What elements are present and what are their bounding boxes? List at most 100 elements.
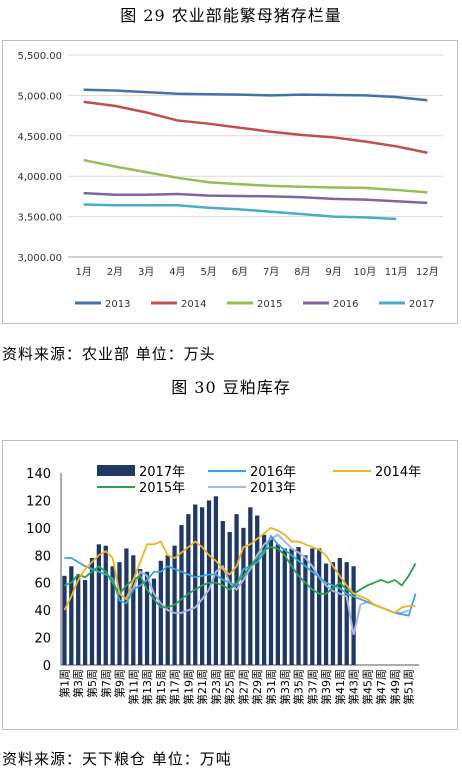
bar-2017-week-36 xyxy=(303,555,308,665)
sow-inventory-svg: 3,000.00 3,500.00 4,000.00 4,500.00 5,000.00… xyxy=(17,51,443,310)
x-tick-label: 6月 xyxy=(232,266,248,278)
figure-30-source: 资料来源：天下粮仓 单位：万吨 xyxy=(2,750,232,768)
bar-2017-week-33 xyxy=(282,548,287,665)
series-line-2016年 xyxy=(64,534,417,617)
x-tick-label: 第3周 xyxy=(71,669,85,698)
x-tick-label: 第43周 xyxy=(347,669,361,705)
figure-30-title: 图 30 豆粕库存 xyxy=(171,378,291,397)
y-tick-label: 3,500.00 xyxy=(17,213,62,224)
soymeal-inventory-chart: 0 20 40 60 80 100 120 140 第1周 第3周 第5周 第7周 第9周 第11周 第13… xyxy=(2,440,458,730)
bar-2017-week-5 xyxy=(89,558,95,665)
y-tick-label: 60 xyxy=(34,577,51,592)
series-line-2015 xyxy=(83,158,428,194)
bar-2017-week-34 xyxy=(289,548,294,665)
legend-label: 2017年 xyxy=(139,465,185,480)
bar-2017-week-3 xyxy=(76,574,81,665)
legend-label: 2015 xyxy=(257,299,282,310)
y-tick-label: 5,000.00 xyxy=(17,91,62,102)
legend-label: 2014 xyxy=(181,299,206,310)
x-tick-label: 第7周 xyxy=(99,669,113,698)
bar-2017-week-19 xyxy=(186,514,191,665)
y-tick-label: 40 xyxy=(34,604,51,619)
soymeal-inventory-svg: 0 20 40 60 80 100 120 140 第1周 第3周 第5周 第7周 第9周 第11周 第13… xyxy=(26,465,421,705)
bar-2017-week-42 xyxy=(344,562,349,665)
x-tick-label: 5月 xyxy=(200,266,216,278)
bar-2017-week-13 xyxy=(144,571,150,665)
bar-2017-week-1 xyxy=(62,575,67,665)
bar-2017-week-18 xyxy=(179,525,184,665)
bar-2017-week-8 xyxy=(110,566,115,665)
x-tick-label: 第5周 xyxy=(85,669,99,698)
bar-2017-week-12 xyxy=(138,569,143,665)
bar-2017-week-2 xyxy=(69,566,74,665)
x-tick-label: 第31周 xyxy=(264,669,278,705)
x-tick-label: 第17周 xyxy=(168,669,182,705)
bar-2017-week-6 xyxy=(96,544,101,665)
x-tick-label: 第29周 xyxy=(250,669,264,705)
x-tick-label: 第37周 xyxy=(305,669,319,705)
bar-2017-week-20 xyxy=(193,504,198,665)
series-line-2017 xyxy=(83,203,397,221)
y-tick-label: 3,000.00 xyxy=(17,253,62,264)
bar-2017-week-7 xyxy=(103,545,108,665)
x-tick-label: 7月 xyxy=(263,266,279,278)
x-tick-label: 第51周 xyxy=(402,669,416,705)
x-tick-label: 第45周 xyxy=(360,669,374,705)
x-tick-label: 第21周 xyxy=(195,669,209,705)
legend-label: 2017 xyxy=(409,299,434,310)
bar-2017-week-32 xyxy=(275,544,280,665)
bar-2017-week-37 xyxy=(310,548,315,665)
x-tick-label: 第15周 xyxy=(154,669,168,705)
bar-2017-week-31 xyxy=(268,538,274,665)
bar-2017-week-38 xyxy=(317,548,322,665)
series-line-2016 xyxy=(83,191,428,205)
sow-inventory-chart: 3,000.00 3,500.00 4,000.00 4,500.00 5,000.00… xyxy=(2,40,458,324)
x-tick-label: 第23周 xyxy=(209,669,223,705)
bar-2017-week-15 xyxy=(158,560,163,665)
x-tick-label: 第39周 xyxy=(319,669,333,705)
bar-2017-week-41 xyxy=(337,558,342,665)
series-line-2014 xyxy=(83,100,428,154)
x-tick-label: 第35周 xyxy=(292,669,306,705)
bar-2017-week-27 xyxy=(241,527,246,665)
bar-2017-week-9 xyxy=(117,562,122,665)
y-tick-label: 4,000.00 xyxy=(17,172,62,183)
x-tick-label: 12月 xyxy=(416,266,439,278)
bar-2017-week-39 xyxy=(323,563,329,665)
bar-2017-week-23 xyxy=(213,496,219,665)
x-tick-label: 2月 xyxy=(107,266,123,278)
y-tick-label: 20 xyxy=(34,632,51,647)
x-tick-label: 第49周 xyxy=(388,669,402,705)
bar-2017-week-30 xyxy=(261,534,267,665)
figure-29-source: 资料来源：农业部 单位：万头 xyxy=(2,345,216,363)
x-tick-label: 4月 xyxy=(169,266,185,278)
x-tick-label: 第25周 xyxy=(223,669,237,705)
bar-2017-week-25 xyxy=(227,531,232,665)
y-tick-label: 100 xyxy=(26,522,51,537)
bar-2017-week-35 xyxy=(296,547,301,665)
x-tick-label: 1月 xyxy=(75,266,91,278)
bar-2017-week-29 xyxy=(255,515,260,665)
bar-2017-week-11 xyxy=(131,555,136,665)
y-tick-label: 80 xyxy=(34,549,51,564)
x-tick-label: 8月 xyxy=(294,266,310,278)
x-tick-label: 11月 xyxy=(385,266,408,278)
y-tick-label: 0 xyxy=(43,659,51,674)
x-tick-label: 第47周 xyxy=(374,669,388,705)
x-tick-label: 第13周 xyxy=(140,669,154,705)
bar-2017-week-28 xyxy=(248,507,253,665)
legend-label: 2015年 xyxy=(139,481,185,496)
series-line-2013 xyxy=(83,88,428,102)
bar-2017-week-43 xyxy=(351,566,356,665)
bar-2017-week-14 xyxy=(151,578,157,665)
x-tick-label: 第41周 xyxy=(333,669,347,705)
y-tick-label: 4,500.00 xyxy=(17,132,62,143)
bar-2017-week-10 xyxy=(124,548,129,665)
x-tick-label: 第1周 xyxy=(57,669,71,698)
legend-label: 2014年 xyxy=(375,465,421,480)
x-tick-label: 第19周 xyxy=(181,669,195,705)
y-tick-label: 120 xyxy=(26,494,51,509)
series-line-2014年 xyxy=(63,526,416,614)
x-tick-label: 第9周 xyxy=(113,669,127,698)
series-line-2015年 xyxy=(64,546,417,609)
